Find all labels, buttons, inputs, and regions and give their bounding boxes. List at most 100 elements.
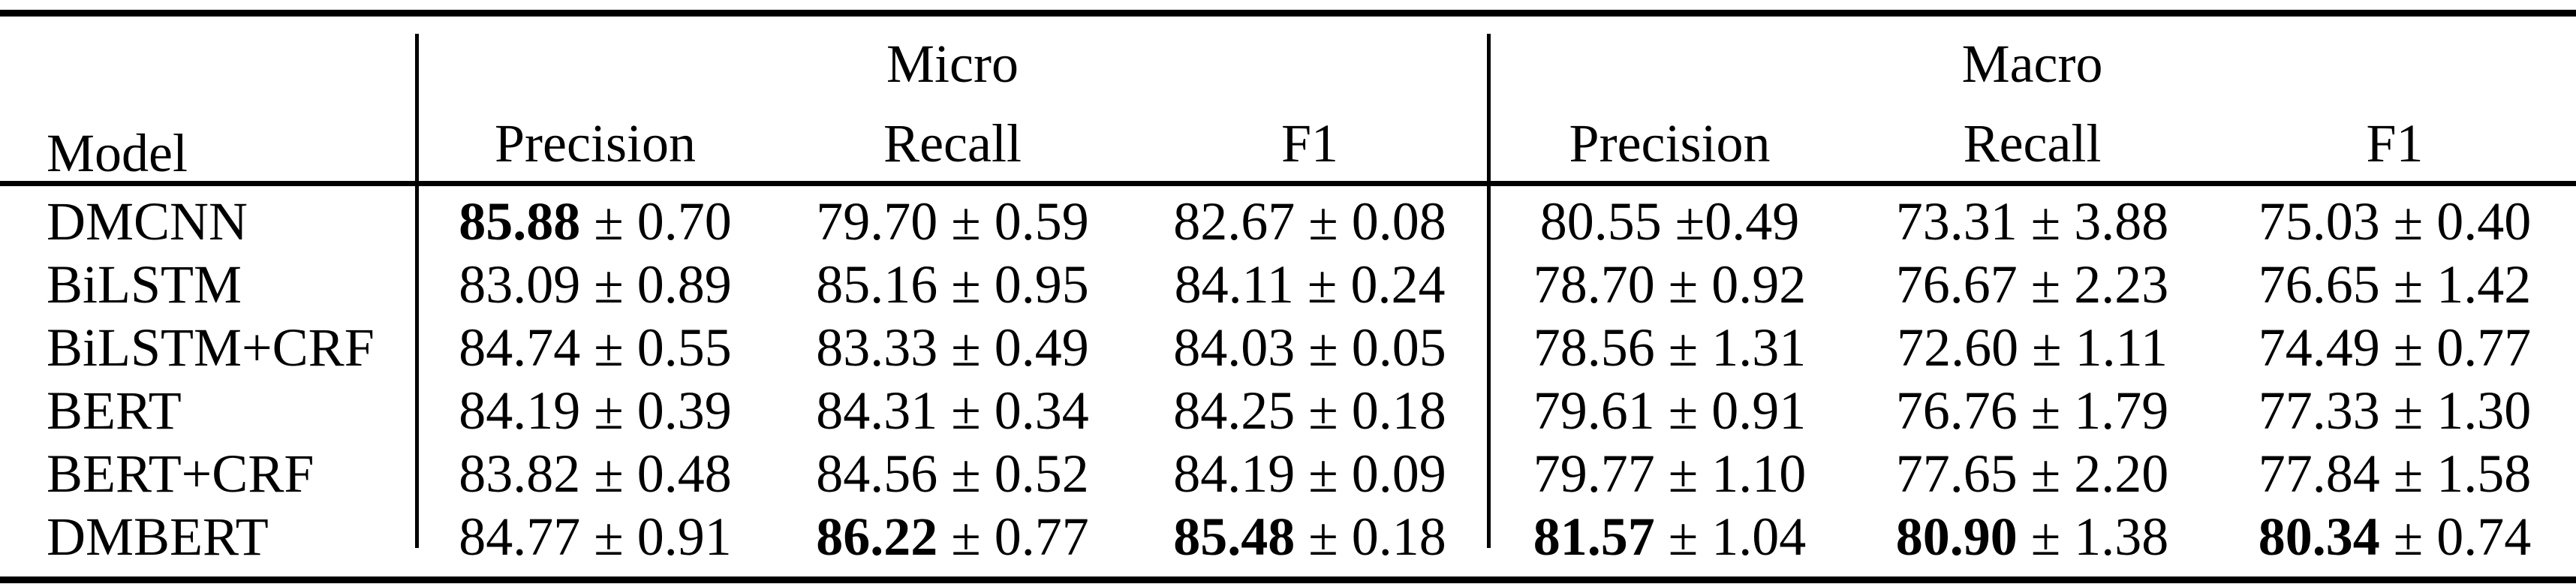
metric-value: 80.90: [1895, 507, 2018, 567]
metric-cell: 76.67 ± 2.23: [1851, 253, 2213, 316]
metric-cell: 85.48 ± 0.18: [1131, 505, 1488, 580]
results-table: Model Micro Macro Precision Recall F1 Pr…: [0, 10, 2576, 583]
metric-cell: 84.03 ± 0.05: [1131, 316, 1488, 379]
metric-value: 84.19: [459, 381, 581, 441]
metric-stddev: ± 0.91: [1654, 381, 1807, 441]
metric-cell: 84.19 ± 0.09: [1131, 442, 1488, 505]
metric-stddev: ± 1.31: [1654, 318, 1807, 378]
model-name: BERT+CRF: [47, 444, 314, 504]
metric-stddev: ± 0.55: [580, 318, 732, 378]
metric-value: 84.11: [1174, 254, 1294, 315]
metric-value: 77.33: [2258, 381, 2380, 441]
metric-stddev: ±0.49: [1661, 191, 1800, 251]
metric-stddev: ± 3.88: [2017, 191, 2169, 251]
micro-precision-header: Precision: [417, 92, 774, 186]
metric-value: 76.76: [1895, 381, 2018, 441]
metric-cell: 84.56 ± 0.52: [774, 442, 1131, 505]
metric-cell: 83.09 ± 0.89: [417, 253, 774, 316]
metric-value: 79.70: [816, 191, 938, 251]
metric-cell: 78.56 ± 1.31: [1488, 316, 1851, 379]
metric-value: 76.65: [2258, 254, 2380, 315]
micro-group-header: Micro: [886, 34, 1019, 94]
metric-value: 84.25: [1173, 381, 1296, 441]
metric-stddev: ± 1.30: [2379, 381, 2532, 441]
metric-value: 84.56: [816, 444, 938, 504]
metric-value: 85.48: [1173, 507, 1296, 567]
metric-value: 84.03: [1173, 318, 1296, 378]
metric-stddev: ± 0.59: [937, 191, 1089, 251]
model-name: DMBERT: [47, 507, 269, 567]
metric-stddev: ± 0.92: [1654, 254, 1807, 315]
metric-cell: 76.76 ± 1.79: [1851, 379, 2213, 442]
metric-cell: 77.84 ± 1.58: [2213, 442, 2576, 505]
metric-cell: 79.70 ± 0.59: [774, 184, 1131, 254]
metric-value: 74.49: [2258, 318, 2380, 378]
table-header: Model Micro Macro Precision Recall F1 Pr…: [0, 13, 2576, 186]
metric-stddev: ± 1.04: [1654, 507, 1807, 567]
metric-cell: 77.65 ± 2.20: [1851, 442, 2213, 505]
model-metrics-table: Model Micro Macro Precision Recall F1 Pr…: [0, 10, 2576, 583]
metric-value: 81.57: [1533, 507, 1655, 567]
metric-value: 84.77: [459, 507, 581, 567]
metric-value: 84.31: [816, 381, 938, 441]
micro-f1-header: F1: [1131, 92, 1489, 186]
metric-value: 80.55: [1539, 191, 1662, 251]
metric-cell: 83.82 ± 0.48: [417, 442, 774, 505]
metric-cell: 84.11 ± 0.24: [1131, 253, 1488, 316]
metric-stddev: ± 0.24: [1293, 254, 1446, 315]
model-name: DMCNN: [47, 191, 248, 251]
metric-cell: 77.33 ± 1.30: [2213, 379, 2576, 442]
metric-stddev: ± 0.74: [2379, 507, 2532, 567]
metric-value: 77.84: [2258, 444, 2380, 504]
metric-stddev: ± 0.08: [1295, 191, 1446, 251]
metric-cell: 79.77 ± 1.10: [1488, 442, 1851, 505]
metric-cell: 82.67 ± 0.08: [1131, 184, 1488, 254]
metric-cell: 85.16 ± 0.95: [774, 253, 1131, 316]
model-name: BiLSTM: [47, 254, 242, 315]
metric-stddev: ± 1.38: [2017, 507, 2169, 567]
metric-value: 83.09: [459, 254, 581, 315]
table-row: DMCNN 85.88 ± 0.70 79.70 ± 0.59 82.67 ± 0.0…: [0, 184, 2576, 254]
metric-stddev: ± 0.18: [1295, 507, 1446, 567]
metric-cell: 83.33 ± 0.49: [774, 316, 1131, 379]
metric-stddev: ± 0.40: [2379, 191, 2532, 251]
metric-value: 85.88: [459, 191, 581, 251]
metric-value: 76.67: [1895, 254, 2018, 315]
metric-stddev: ± 0.34: [937, 381, 1089, 441]
metric-cell: 75.03 ± 0.40: [2213, 184, 2576, 254]
metric-cell: 80.34 ± 0.74: [2213, 505, 2576, 580]
metric-value: 79.77: [1533, 444, 1655, 504]
metric-value: 72.60: [1897, 318, 2019, 378]
table-row: BERT 84.19 ± 0.39 84.31 ± 0.34 84.25 ± 0.18…: [0, 379, 2576, 442]
metric-cell: 74.49 ± 0.77: [2213, 316, 2576, 379]
metric-cell: 80.90 ± 1.38: [1851, 505, 2213, 580]
metric-header-row: Precision Recall F1 Precision Recall F1: [0, 92, 2576, 186]
table-row: DMBERT 84.77 ± 0.91 86.22 ± 0.77 85.48 ± 0.…: [0, 505, 2576, 580]
metric-stddev: ± 1.10: [1654, 444, 1807, 504]
metric-stddev: ± 0.95: [937, 254, 1089, 315]
metric-value: 82.67: [1173, 191, 1296, 251]
metric-cell: 80.55 ±0.49: [1488, 184, 1851, 254]
metric-cell: 85.88 ± 0.70: [417, 184, 774, 254]
table-row: BiLSTM 83.09 ± 0.89 85.16 ± 0.95 84.11 ± 0.…: [0, 253, 2576, 316]
metric-stddev: ± 1.58: [2379, 444, 2532, 504]
metric-stddev: ± 0.91: [580, 507, 732, 567]
model-name: BiLSTM+CRF: [47, 318, 375, 378]
metric-value: 80.34: [2258, 507, 2380, 567]
model-name: BERT: [47, 381, 182, 441]
metric-stddev: ± 2.23: [2017, 254, 2169, 315]
column-separator: [415, 34, 419, 548]
metric-value: 86.22: [816, 507, 938, 567]
group-header-row: Model Micro Macro: [0, 13, 2576, 186]
column-separator: [1487, 34, 1491, 548]
metric-cell: 81.57 ± 1.04: [1488, 505, 1851, 580]
metric-cell: 84.19 ± 0.39: [417, 379, 774, 442]
metric-cell: 79.61 ± 0.91: [1488, 379, 1851, 442]
metric-value: 78.56: [1533, 318, 1655, 378]
metric-stddev: ± 0.89: [580, 254, 732, 315]
metric-cell: 84.74 ± 0.55: [417, 316, 774, 379]
metric-stddev: ± 1.42: [2379, 254, 2532, 315]
metric-stddev: ± 2.20: [2017, 444, 2169, 504]
metric-value: 75.03: [2258, 191, 2380, 251]
metric-value: 84.74: [459, 318, 581, 378]
